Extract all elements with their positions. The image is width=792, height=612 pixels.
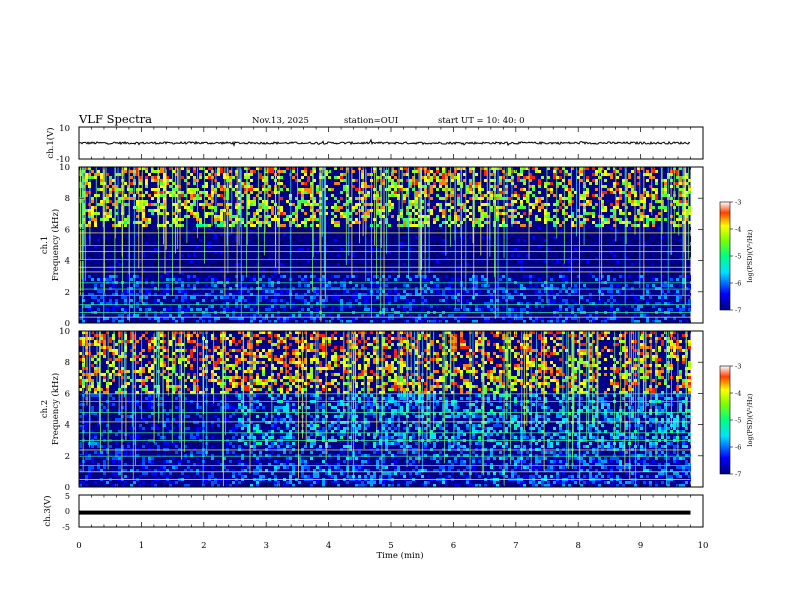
ch2-colorbar-tick: -7 [735, 471, 741, 479]
ch2-spectrogram-ytick-label: 6 [65, 389, 70, 399]
ch1-colorbar-tick: -7 [735, 307, 741, 315]
ch2-colorbar: -3 -4 -5 -6 -7 log(PSD)(V²/Hz) [719, 363, 754, 479]
ch1-colorbar-tick: -3 [735, 199, 741, 207]
ch2-spectrogram-ytick-label: 0 [65, 483, 70, 493]
x-tick-label: 10 [698, 541, 709, 551]
x-axis-tick-labels: 0 1 2 3 4 5 6 7 8 9 10 [76, 541, 708, 551]
ch1-spectrogram-image [79, 167, 691, 323]
x-tick-label: 6 [451, 541, 456, 551]
x-tick-label: 1 [139, 541, 144, 551]
ch3-ytick-mid: 0 [65, 507, 70, 516]
ch1-spectrogram-ytick-label: 4 [65, 257, 70, 267]
ch2-spectrogram-ytick-label: 2 [65, 452, 70, 462]
ch1-spectrogram-ytick-label: 6 [65, 225, 70, 235]
ch2-colorbar-tick: -6 [735, 444, 741, 452]
ch1-spectrogram-ylabel-channel: ch.1 [40, 236, 50, 254]
date-label: Nov.13, 2025 [252, 116, 309, 126]
figure-title: VLF Spectra [78, 112, 152, 126]
ch1-spectrogram-panel: 0 2 4 6 8 10 ch.1 Frequency (kHz) [40, 163, 704, 329]
x-tick-label: 5 [388, 541, 393, 551]
ch1-ytick-bottom: -10 [56, 155, 70, 165]
ch1-colorbar: -3 -4 -5 -6 -7 log(PSD)(V²/Hz) [719, 199, 754, 315]
ch1-colorbar-tick: -5 [735, 253, 741, 261]
x-axis-label: Time (min) [376, 550, 423, 561]
x-tick-label: 8 [575, 541, 580, 551]
ch3-ytick-top: 5 [65, 492, 70, 501]
ch3-ytick-bottom: -5 [62, 523, 70, 532]
ch1-spectrogram-ytick-label: 10 [59, 163, 70, 173]
ch1-spectrogram-ytick-label: 2 [65, 288, 70, 298]
x-tick-label: 7 [513, 541, 518, 551]
x-tick-label: 3 [263, 541, 268, 551]
ch2-spectrogram-ytick-label: 4 [65, 421, 70, 431]
ch2-colorbar-label: log(PSD)(V²/Hz) [746, 393, 754, 446]
ch3-waveform-trace [79, 510, 691, 515]
ch1-waveform-panel: 10 -10 ch.1(V) [45, 124, 704, 165]
ch2-spectrogram-panel: 0 2 4 6 8 10 ch.2 Frequency (kHz) [40, 327, 704, 493]
ch3-waveform-ylabel: ch.3(V) [42, 495, 53, 526]
ch1-spectrogram-ylabel: Frequency (kHz) [50, 209, 61, 281]
ch1-spectrogram-ytick-label: 0 [65, 319, 70, 329]
x-tick-label: 4 [326, 541, 331, 551]
x-tick-label: 0 [76, 541, 81, 551]
start-time-label: start UT = 10: 40: 0 [438, 116, 525, 126]
ch2-colorbar-tick: -4 [735, 390, 741, 398]
x-tick-label: 2 [201, 541, 206, 551]
ch2-colorbar-tick: -3 [735, 363, 741, 371]
ch2-colorbar-tick: -5 [735, 417, 741, 425]
ch2-spectrogram-ylabel-channel: ch.2 [40, 400, 50, 418]
ch2-spectrogram-ytick-label: 10 [59, 327, 70, 337]
ch1-waveform-trace [79, 138, 691, 147]
ch1-waveform-ylabel: ch.1(V) [45, 127, 56, 158]
ch1-colorbar-label: log(PSD)(V²/Hz) [746, 229, 754, 282]
ch3-waveform-panel: 5 0 -5 ch.3(V) [42, 492, 704, 532]
ch2-spectrogram-ytick-label: 8 [65, 358, 70, 368]
x-tick-label: 9 [638, 541, 643, 551]
ch2-spectrogram-image [79, 331, 691, 487]
station-label: station=OUI [344, 116, 398, 126]
ch2-spectrogram-ylabel: Frequency (kHz) [50, 373, 61, 445]
ch1-colorbar-tick: -4 [735, 226, 741, 234]
ch1-colorbar-tick: -6 [735, 280, 741, 288]
ch1-spectrogram-ytick-label: 8 [65, 194, 70, 204]
ch1-ytick-top: 10 [59, 124, 70, 134]
